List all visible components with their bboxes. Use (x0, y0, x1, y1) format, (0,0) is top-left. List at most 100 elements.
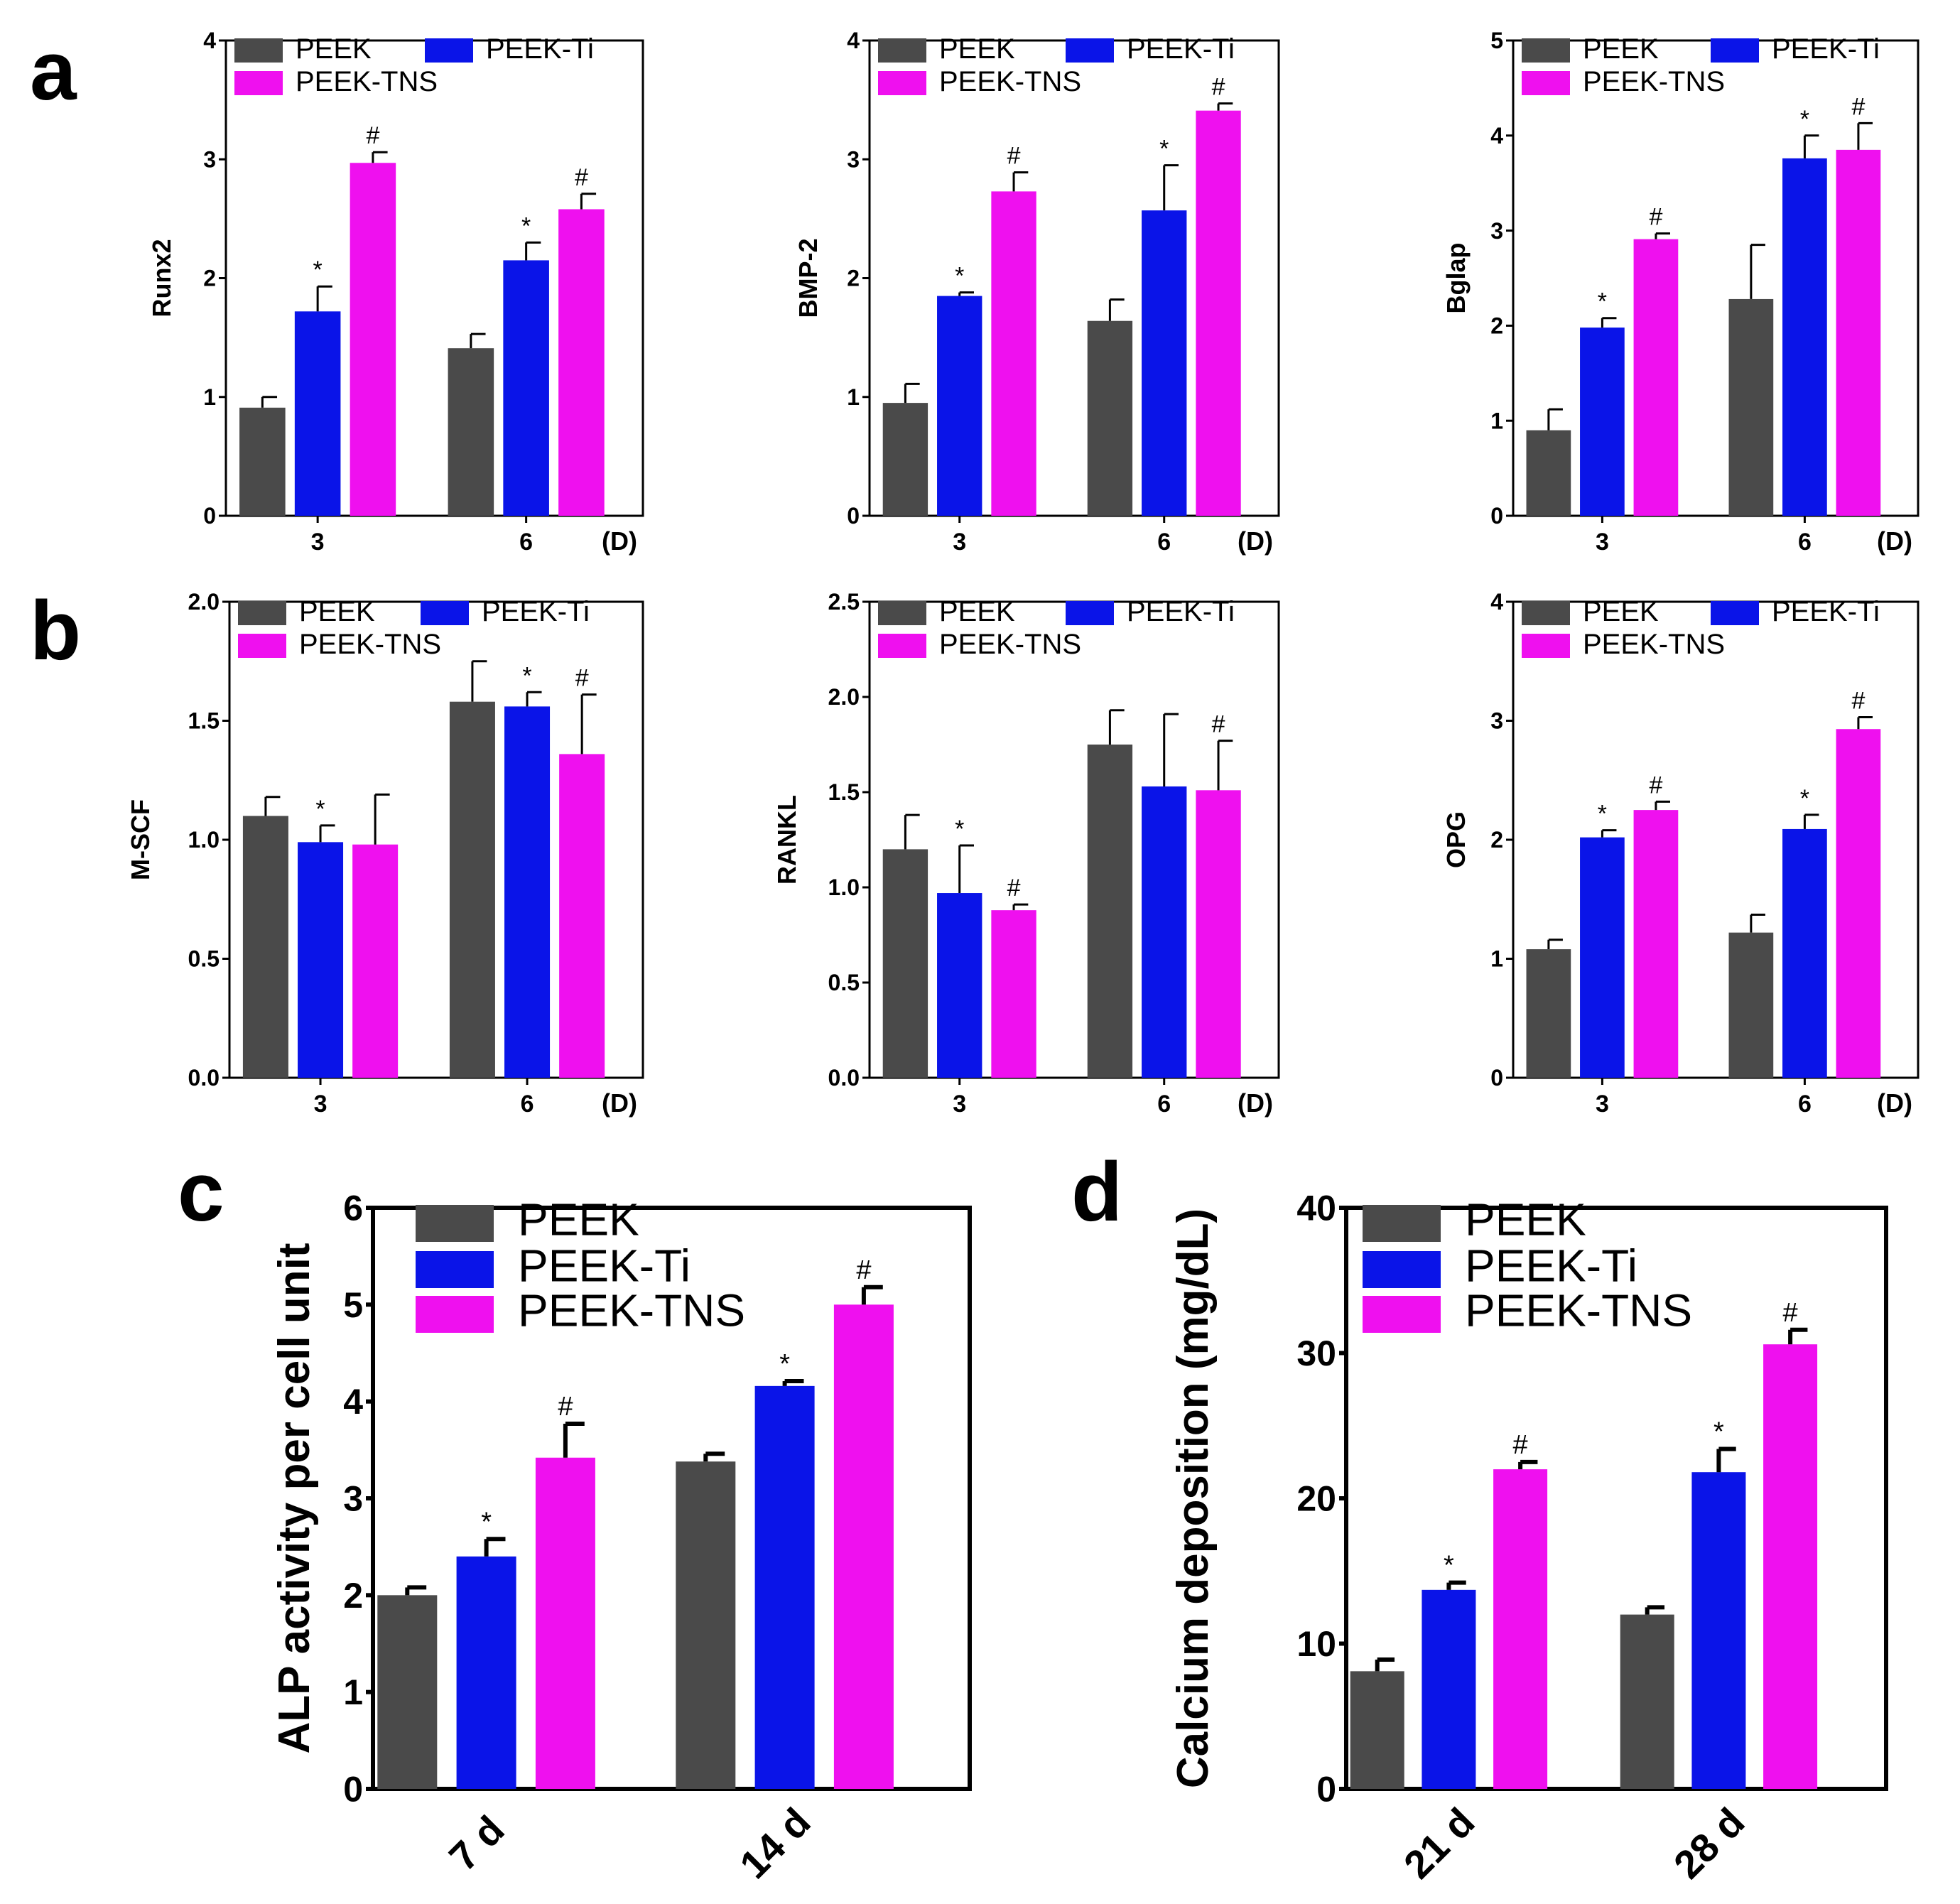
significance-mark: * (1159, 136, 1169, 163)
significance-mark: # (1513, 1430, 1528, 1460)
legend-swatch-peek-ti (425, 38, 473, 63)
legend-label: PEEK-Ti (1465, 1240, 1637, 1292)
y-tick-label: 1 (1490, 408, 1503, 433)
x-unit-label: (D) (602, 1088, 637, 1118)
y-tick-label: 4 (203, 28, 216, 53)
bar-peek-3 (1526, 949, 1571, 1078)
y-tick-label: 3 (203, 146, 216, 172)
bar-peek-tns-6 (1196, 110, 1241, 516)
bar-peek-6 (448, 348, 494, 516)
significance-mark: * (521, 212, 531, 239)
panel-label-a: a (30, 24, 77, 118)
legend-swatch-peek-tns (416, 1296, 494, 1333)
significance-mark: # (558, 1392, 573, 1422)
y-tick-label: 0 (343, 1770, 363, 1810)
significance-mark: # (1212, 711, 1225, 738)
bar-peek-tns-6 (558, 209, 605, 516)
significance-mark: # (1007, 143, 1021, 170)
bar-peek-tns-28d (1763, 1344, 1818, 1789)
legend-swatch-peek-ti (416, 1251, 494, 1288)
significance-mark: # (856, 1255, 871, 1285)
significance-mark: * (779, 1349, 790, 1379)
y-tick-label: 3 (1490, 218, 1503, 244)
legend-label: PEEK-Ti (486, 33, 594, 65)
significance-mark: * (1800, 106, 1809, 133)
x-tick-label: 14 d (731, 1799, 819, 1887)
bar-peek-3 (239, 407, 286, 516)
legend-label: PEEK-TNS (296, 66, 438, 97)
legend-label: PEEK-TNS (939, 629, 1081, 660)
bar-peek-ti-6 (1782, 158, 1827, 516)
bar-peek-ti-3 (294, 311, 341, 516)
bar-peek-ti-3 (937, 893, 982, 1078)
legend-swatch-peek-ti (1066, 601, 1114, 625)
x-tick-label: 3 (953, 1091, 966, 1118)
legend-swatch-peek-tns (234, 71, 283, 95)
bar-peek-6 (449, 701, 495, 1078)
bar-peek-28d (1620, 1614, 1674, 1789)
significance-mark: * (481, 1507, 492, 1537)
legend-label: PEEK (939, 33, 1015, 65)
y-tick-label: 1.0 (828, 875, 860, 900)
legend-swatch-peek (1522, 38, 1570, 63)
significance-mark: * (313, 256, 323, 283)
y-tick-label: 3 (847, 146, 860, 172)
panel-label-d: d (1071, 1145, 1122, 1239)
significance-mark: # (1007, 875, 1021, 902)
x-tick-label: 6 (1798, 1091, 1812, 1118)
y-tick-label: 4 (847, 28, 860, 53)
significance-mark: * (1444, 1551, 1454, 1581)
bar-peek-tns-3 (352, 844, 399, 1078)
legend-swatch-peek-tns (1522, 71, 1570, 95)
y-tick-label: 0 (1490, 1065, 1503, 1091)
y-tick-label: 0.0 (828, 1065, 860, 1091)
significance-mark: # (1783, 1298, 1798, 1328)
y-tick-label: 0 (847, 503, 860, 529)
significance-mark: # (1851, 687, 1865, 714)
y-tick-label: 30 (1296, 1334, 1336, 1373)
x-tick-label: 7 d (440, 1807, 513, 1879)
y-tick-label: 3 (343, 1479, 363, 1519)
x-tick-label: 3 (311, 529, 325, 556)
legend-label: PEEK-TNS (939, 66, 1081, 97)
legend-swatch-peek-tns (1522, 634, 1570, 658)
bar-peek-6 (1728, 298, 1774, 516)
legend-label: PEEK-TNS (518, 1285, 745, 1336)
significance-mark: # (1851, 93, 1865, 120)
significance-mark: * (522, 662, 531, 689)
bar-peek-tns-3 (991, 191, 1036, 516)
legend-label: PEEK (939, 596, 1015, 627)
legend-label: PEEK-Ti (1127, 33, 1235, 65)
legend-swatch-peek (238, 601, 286, 625)
y-tick-label: 1.5 (188, 708, 220, 734)
legend-label: PEEK (1583, 596, 1659, 627)
bar-peek-ti-28d (1691, 1472, 1746, 1789)
y-tick-label: 3 (1490, 708, 1503, 734)
y-tick-label: 0 (1316, 1770, 1336, 1810)
chart-panel-8: 0 10 20 30 40 Calcium deposition (mg/dL) * #21 … (1071, 1145, 1888, 1887)
y-axis-label: OPG (1441, 811, 1471, 868)
legend-label: PEEK (296, 33, 372, 65)
x-tick-label: 3 (953, 529, 966, 556)
y-axis-label: Runx2 (147, 239, 176, 317)
x-unit-label: (D) (1877, 1088, 1912, 1118)
y-tick-label: 4 (343, 1382, 363, 1422)
significance-mark: * (315, 796, 325, 823)
y-tick-label: 0.0 (188, 1065, 220, 1091)
y-axis-label: ALP activity per cell unit (270, 1243, 319, 1754)
bar-peek-ti-6 (1782, 828, 1827, 1078)
significance-mark: * (1598, 801, 1607, 828)
x-unit-label: (D) (1238, 526, 1273, 556)
legend-swatch-peek-ti (1363, 1251, 1441, 1288)
chart-panel-1: 0 1 2 3 4 Runx2 * #3 * #6 (D) PEEK PEEK-Ti PEEK-TNS a (30, 24, 644, 556)
y-tick-label: 0 (203, 503, 216, 529)
x-tick-label: 6 (1157, 529, 1171, 556)
y-axis-label: Bglap (1441, 242, 1471, 313)
bar-peek-tns-6 (559, 754, 605, 1078)
legend-swatch-peek-ti (1066, 38, 1114, 63)
bar-peek-6 (1087, 320, 1133, 516)
y-tick-label: 2 (1490, 313, 1503, 339)
x-tick-label: 6 (521, 1091, 534, 1118)
y-axis-label: M-SCF (126, 799, 155, 880)
